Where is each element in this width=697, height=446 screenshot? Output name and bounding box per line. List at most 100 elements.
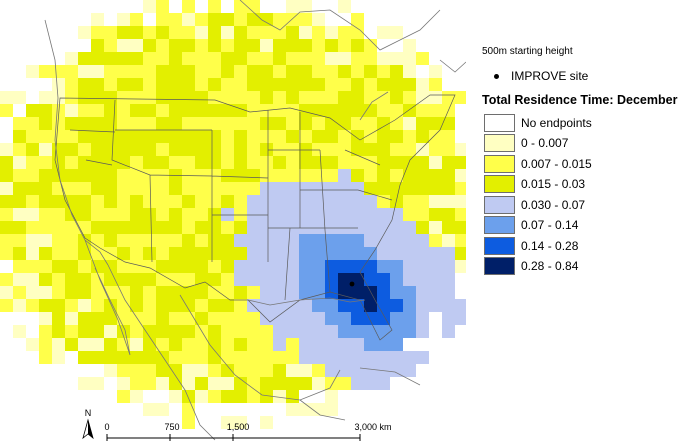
grid-cell [325,169,338,182]
grid-cell [234,338,247,351]
grid-cell [117,26,130,39]
grid-cell [416,325,429,338]
grid-cell [377,182,390,195]
legend-swatch [484,134,515,152]
grid-cell [143,39,156,52]
grid-cell [195,13,208,26]
grid-cell [351,221,364,234]
grid-cell [364,78,377,91]
grid-cell [299,325,312,338]
grid-cell [403,104,416,117]
grid-cell [273,364,286,377]
grid-cell [403,364,416,377]
grid-cell [234,130,247,143]
grid-cell [377,117,390,130]
grid-cell [182,39,195,52]
grid-cell [26,156,39,169]
grid-cell [208,78,221,91]
grid-cell [195,156,208,169]
grid-cell [182,364,195,377]
grid-cell [338,221,351,234]
grid-cell [39,156,52,169]
grid-cell [104,156,117,169]
grid-cell [286,65,299,78]
grid-cell [65,143,78,156]
grid-cell [52,234,65,247]
grid-cell [0,169,13,182]
grid-cell [364,117,377,130]
grid-cell [260,299,273,312]
grid-cell [130,182,143,195]
grid-cell [208,273,221,286]
grid-cell [273,325,286,338]
grid-cell [234,78,247,91]
grid-cell [351,325,364,338]
grid-cell [208,364,221,377]
grid-cell [234,351,247,364]
grid-cell [403,286,416,299]
grid-cell [39,273,52,286]
grid-cell [195,351,208,364]
grid-cell [234,221,247,234]
grid-cell [117,221,130,234]
grid-cell [143,403,156,416]
grid-cell [208,377,221,390]
grid-cell [130,247,143,260]
grid-cell [130,312,143,325]
grid-cell [455,299,466,312]
grid-cell [195,312,208,325]
grid-cell [429,78,442,91]
grid-cell [442,91,455,104]
grid-cell [286,130,299,143]
grid-cell [52,195,65,208]
grid-cell [0,247,13,260]
grid-cell [78,104,91,117]
grid-cell [208,130,221,143]
grid-cell [234,286,247,299]
map-canvas: 0 750 1,500 3,000 km N [0,0,466,441]
grid-cell [260,65,273,78]
grid-cell [338,286,351,299]
scale-label-1500: 1,500 [227,422,250,432]
grid-cell [156,273,169,286]
grid-cell [247,364,260,377]
grid-cell [312,65,325,78]
grid-cell [364,208,377,221]
grid-cell [52,338,65,351]
grid-cell [403,130,416,143]
grid-cell [195,130,208,143]
grid-cell [325,195,338,208]
mexico-coast [107,264,421,441]
grid-cell [273,195,286,208]
grid-cell [104,117,117,130]
grid-cell [13,221,26,234]
grid-cell [299,273,312,286]
grid-cell [182,13,195,26]
grid-cell [221,169,234,182]
grid-cell [247,234,260,247]
grid-cell [104,208,117,221]
grid-cell [156,195,169,208]
grid-cell [403,312,416,325]
grid-cell [286,182,299,195]
grid-cell [169,13,182,26]
legend-class-1: 0 - 0.007 [484,134,568,153]
grid-cell [351,208,364,221]
grid-cell [299,13,312,26]
grid-cell [169,390,182,403]
grid-cell [338,182,351,195]
grid-cell [52,325,65,338]
grid-cell [338,0,351,13]
grid-cell [390,260,403,273]
grid-cell [234,104,247,117]
grid-cell [234,377,247,390]
grid-cell [351,65,364,78]
grid-cell [234,260,247,273]
grid-cell [208,325,221,338]
grid-cell [455,234,466,247]
grid-cell [325,403,338,416]
grid-cell [156,364,169,377]
grid-cell [234,65,247,78]
grid-cell [182,143,195,156]
grid-cell [377,234,390,247]
